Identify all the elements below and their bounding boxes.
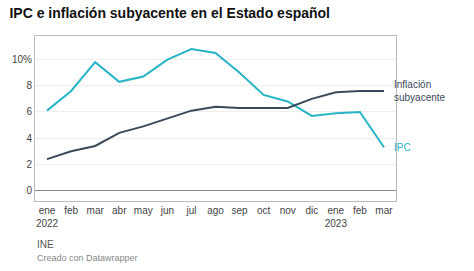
svg-text:oct: oct (257, 205, 271, 216)
svg-text:nov: nov (280, 205, 296, 216)
svg-text:feb: feb (353, 205, 367, 216)
svg-text:6: 6 (26, 106, 32, 117)
svg-text:Inflaciónsubyacente: Inflaciónsubyacente (394, 79, 446, 103)
svg-text:abr: abr (112, 205, 127, 216)
svg-text:IPC: IPC (394, 142, 411, 153)
svg-text:mar: mar (87, 205, 105, 216)
svg-text:mar: mar (375, 205, 393, 216)
svg-text:ene2023: ene2023 (325, 205, 348, 229)
svg-text:10%: 10% (12, 54, 32, 65)
svg-text:ago: ago (207, 205, 224, 216)
svg-text:Creado con Datawrapper: Creado con Datawrapper (37, 253, 138, 263)
svg-text:INE: INE (37, 239, 54, 250)
svg-text:jun: jun (160, 205, 174, 216)
svg-text:jul: jul (185, 205, 196, 216)
svg-text:feb: feb (64, 205, 78, 216)
svg-text:4: 4 (26, 133, 32, 144)
svg-text:dic: dic (305, 205, 318, 216)
svg-text:sep: sep (232, 205, 249, 216)
svg-text:IPC e inflación subyacente en: IPC e inflación subyacente en el Estado … (9, 5, 330, 21)
svg-text:8: 8 (26, 80, 32, 91)
svg-text:may: may (134, 205, 153, 216)
svg-text:0: 0 (26, 185, 32, 196)
svg-text:ene2022: ene2022 (36, 205, 59, 229)
svg-text:2: 2 (26, 159, 32, 170)
